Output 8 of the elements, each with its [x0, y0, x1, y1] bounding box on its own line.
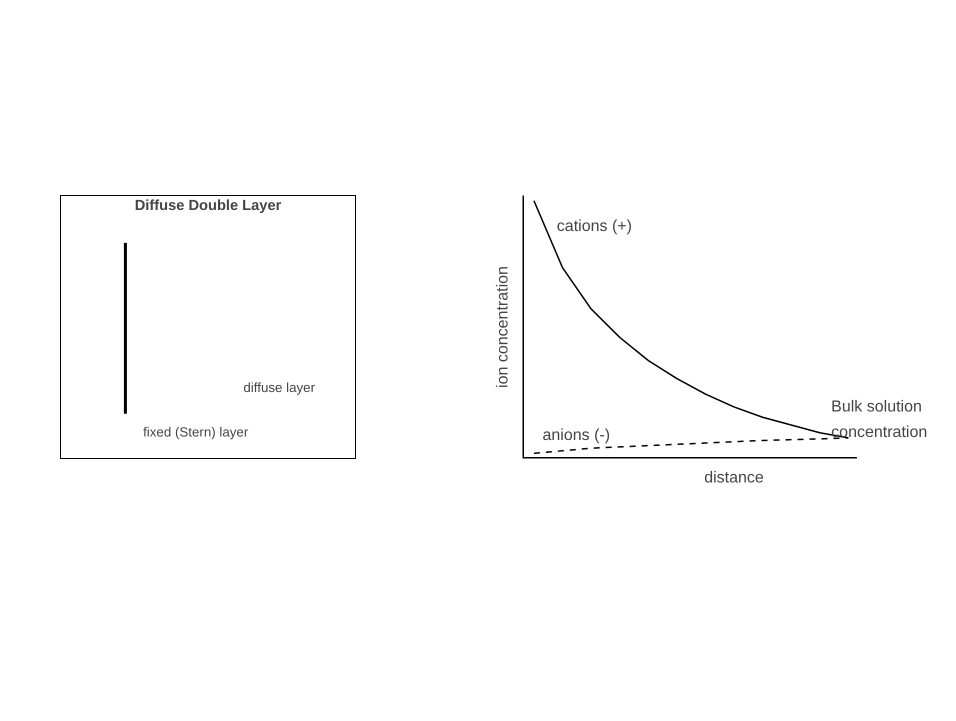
text: Diffuse Double Layer — [134, 198, 282, 214]
annotation: anions (-) — [542, 426, 610, 444]
x-axis-title: distance — [704, 470, 764, 486]
y-axis-title: ion concentration — [494, 266, 512, 388]
text: diffuse layer — [243, 380, 316, 395]
text: fixed (Stern) layer — [143, 424, 249, 440]
annotation: cations (+) — [556, 218, 632, 235]
annotation: Bulk solution concentration — [831, 398, 928, 442]
